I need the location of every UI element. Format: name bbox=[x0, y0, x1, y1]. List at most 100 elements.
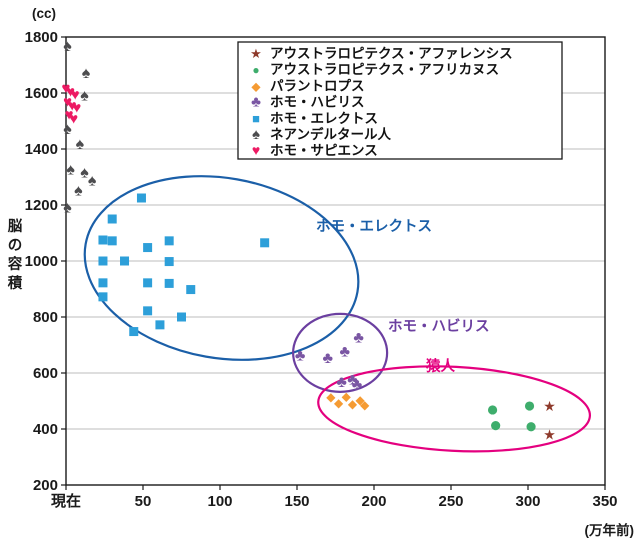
data-point-heart: ♥ bbox=[72, 99, 81, 116]
data-point-star: ★ bbox=[543, 398, 556, 414]
legend-label: ホモ・ハビリス bbox=[270, 95, 365, 110]
data-point-diamond: ◆ bbox=[334, 396, 344, 410]
y-axis-title-char: の bbox=[8, 238, 23, 254]
data-point-club: ♣ bbox=[353, 329, 364, 346]
data-point-heart: ♥ bbox=[62, 80, 71, 97]
data-point-club: ♣ bbox=[352, 376, 363, 393]
y-axis-title-char: 積 bbox=[7, 274, 23, 292]
data-point-spade: ♠ bbox=[76, 136, 85, 153]
data-point-heart: ♥ bbox=[65, 106, 74, 123]
y-tick-label: 1800 bbox=[25, 29, 58, 46]
data-point-diamond: ◆ bbox=[360, 398, 370, 412]
x-tick-label: 250 bbox=[438, 493, 463, 510]
data-point-heart: ♥ bbox=[68, 97, 77, 114]
data-point-square bbox=[120, 256, 130, 266]
group-label: ホモ・ハビリス bbox=[388, 318, 490, 335]
data-point-square bbox=[143, 243, 153, 253]
x-axis-unit-label: (万年前) bbox=[585, 522, 635, 538]
data-point-spade: ♠ bbox=[82, 65, 91, 82]
data-point-square bbox=[98, 235, 108, 245]
group-label: 猿人 bbox=[425, 357, 455, 375]
data-point-square bbox=[107, 214, 117, 224]
y-tick-label: 1200 bbox=[25, 197, 58, 214]
group-ellipse bbox=[292, 312, 389, 393]
data-point-square bbox=[155, 320, 165, 330]
diamond-legend-icon: ◆ bbox=[251, 79, 261, 93]
group-label: ホモ・エレクトス bbox=[316, 218, 432, 235]
legend-label: ホモ・エレクトス bbox=[270, 111, 378, 126]
y-tick-label: 600 bbox=[33, 365, 58, 382]
data-point-square bbox=[164, 278, 174, 288]
data-point-square bbox=[260, 238, 270, 248]
data-point-circle bbox=[524, 401, 535, 411]
square-legend-icon: ■ bbox=[252, 111, 260, 126]
data-point-square bbox=[98, 278, 108, 288]
y-tick-label: 400 bbox=[33, 421, 58, 438]
data-point-spade: ♠ bbox=[80, 165, 89, 182]
y-tick-label: 800 bbox=[33, 309, 58, 326]
data-point-square bbox=[164, 236, 174, 246]
legend-label: アウストラロピテクス・アファレンシス bbox=[270, 46, 513, 61]
data-point-circle bbox=[491, 421, 501, 431]
star-legend-icon: ★ bbox=[250, 46, 262, 61]
y-tick-label: 1600 bbox=[25, 85, 58, 102]
data-point-square bbox=[143, 278, 153, 288]
x-tick-label: 150 bbox=[284, 493, 309, 510]
y-tick-label: 1400 bbox=[25, 141, 58, 158]
data-point-club: ♣ bbox=[323, 350, 334, 367]
data-point-diamond: ◆ bbox=[342, 389, 352, 403]
data-point-square bbox=[98, 292, 108, 302]
data-point-diamond: ◆ bbox=[326, 390, 336, 404]
data-point-square bbox=[107, 236, 117, 246]
data-point-heart: ♥ bbox=[66, 83, 75, 100]
spade-legend-icon: ♠ bbox=[252, 126, 260, 143]
y-tick-label: 200 bbox=[33, 477, 58, 494]
circle-legend-icon: ● bbox=[252, 63, 259, 77]
data-point-club: ♣ bbox=[347, 371, 358, 388]
data-point-circle bbox=[526, 422, 536, 432]
group-ellipse bbox=[83, 175, 360, 361]
x-tick-label: 350 bbox=[592, 493, 617, 510]
legend-label: パラントロプス bbox=[270, 78, 365, 93]
club-legend-icon: ♣ bbox=[251, 94, 261, 111]
data-point-heart: ♥ bbox=[69, 110, 78, 127]
data-point-heart: ♥ bbox=[71, 87, 80, 104]
data-point-spade: ♠ bbox=[74, 182, 83, 199]
data-point-heart: ♥ bbox=[63, 94, 72, 111]
legend-label: アウストラロピテクス・アフリカヌス bbox=[270, 62, 499, 77]
group-ellipse bbox=[317, 365, 592, 453]
data-point-square bbox=[186, 285, 196, 295]
data-point-spade: ♠ bbox=[88, 173, 97, 190]
y-axis-title-char: 脳 bbox=[8, 217, 23, 235]
x-tick-label: 300 bbox=[515, 493, 540, 510]
heart-legend-icon: ♥ bbox=[252, 142, 260, 158]
legend-label: ホモ・サピエンス bbox=[270, 143, 378, 158]
legend-box bbox=[237, 41, 563, 160]
x-tick-label: 200 bbox=[361, 493, 386, 510]
y-axis-unit-label: (cc) bbox=[32, 6, 56, 21]
data-point-club: ♣ bbox=[295, 348, 306, 365]
data-point-star: ★ bbox=[543, 427, 556, 443]
data-point-spade: ♠ bbox=[63, 121, 72, 138]
data-point-spade: ♠ bbox=[63, 200, 72, 217]
data-point-diamond: ◆ bbox=[348, 397, 358, 411]
legend-label: ネアンデルタール人 bbox=[270, 126, 391, 142]
y-axis-title-char: 容 bbox=[7, 255, 23, 273]
data-point-spade: ♠ bbox=[66, 161, 75, 178]
data-point-square bbox=[129, 327, 139, 337]
x-tick-label: 現在 bbox=[51, 492, 81, 510]
data-point-square bbox=[177, 312, 186, 322]
data-point-diamond: ◆ bbox=[356, 393, 366, 407]
data-point-square bbox=[136, 193, 146, 203]
data-point-club: ♣ bbox=[339, 343, 350, 360]
data-point-square bbox=[98, 256, 108, 266]
data-point-spade: ♠ bbox=[63, 38, 72, 55]
x-tick-label: 50 bbox=[135, 493, 152, 510]
data-point-spade: ♠ bbox=[80, 88, 89, 105]
x-tick-label: 100 bbox=[207, 493, 232, 510]
data-point-circle bbox=[487, 405, 498, 415]
data-point-club: ♣ bbox=[336, 374, 347, 391]
data-point-square bbox=[143, 306, 153, 316]
